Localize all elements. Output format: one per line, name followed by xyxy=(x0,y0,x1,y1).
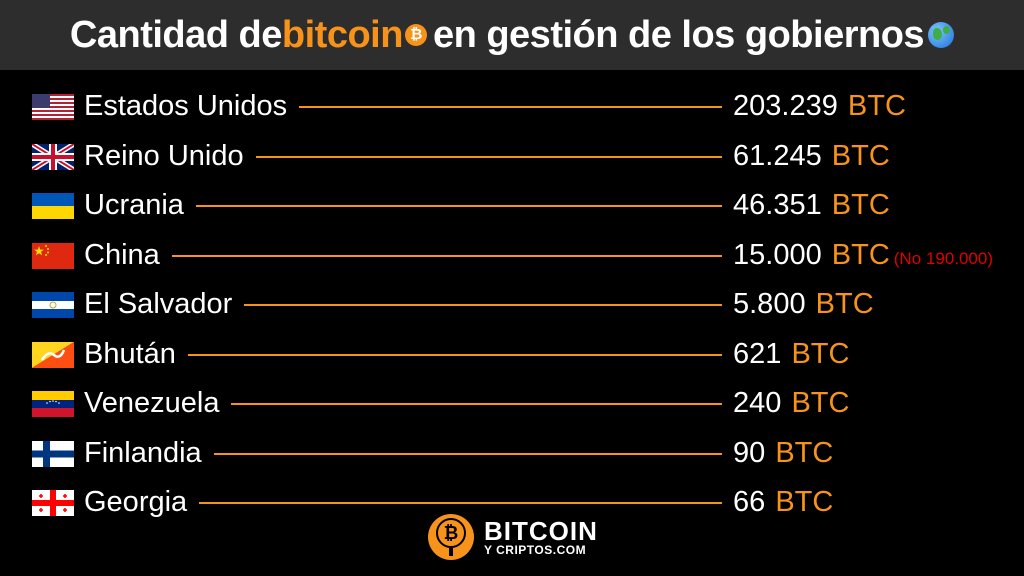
bitcoin-coin-icon: ₿ xyxy=(404,24,427,46)
leader-line xyxy=(244,304,722,306)
value-number: 5.800 xyxy=(733,288,806,320)
btc-value: 46.351 BTC xyxy=(733,187,890,223)
value-unit: BTC xyxy=(775,486,834,518)
value-number: 15.000 xyxy=(733,238,822,271)
table-row: Bhután 621 BTC xyxy=(0,334,1024,374)
value-number: 66 xyxy=(733,486,766,518)
el-salvador-flag-icon xyxy=(32,292,74,318)
leader-line xyxy=(231,403,722,405)
page-title: Cantidad de bitcoin ₿ en gestión de los … xyxy=(0,0,1024,70)
china-flag-icon xyxy=(32,242,74,269)
value-note: (No 190.000) xyxy=(893,248,993,268)
us-flag-icon xyxy=(32,94,74,120)
value-number: 621 xyxy=(733,337,782,370)
value-number: 90 xyxy=(733,436,766,469)
table-row: Estados Unidos 203.239 BTC xyxy=(0,86,1024,126)
brand-logo: ₿ BITCOIN Y CRIPTOS.COM xyxy=(428,514,598,560)
value-unit: BTC xyxy=(831,238,890,271)
btc-value: 61.245 BTC xyxy=(733,138,890,174)
value-unit: BTC xyxy=(831,139,890,172)
table-row: Reino Unido 61.245 BTC xyxy=(0,136,1024,176)
table-row: Ucrania 46.351 BTC xyxy=(0,185,1024,225)
btc-value: 66 BTC xyxy=(733,484,833,520)
btc-value: 90 BTC xyxy=(733,435,833,471)
leader-line xyxy=(299,106,722,108)
table-row: El Salvador 5.800 BTC xyxy=(0,284,1024,324)
btc-value: 15.000 BTC (No 190.000) xyxy=(733,237,993,277)
country-name: Venezuela xyxy=(84,387,220,419)
table-row: Venezuela 240 BTC xyxy=(0,383,1024,423)
value-number: 46.351 xyxy=(733,189,822,221)
country-name: Finlandia xyxy=(84,436,202,469)
leader-line xyxy=(199,502,722,504)
finland-flag-icon xyxy=(32,440,74,467)
leader-line xyxy=(188,353,722,356)
country-name: Georgia xyxy=(84,486,188,518)
microphone-bitcoin-icon: ₿ xyxy=(428,514,474,560)
value-unit: BTC xyxy=(831,189,890,221)
btc-value: 5.800 BTC xyxy=(733,286,874,322)
value-unit: BTC xyxy=(815,288,874,320)
leader-line xyxy=(196,205,722,207)
leader-line xyxy=(256,155,722,158)
value-unit: BTC xyxy=(847,90,906,122)
leader-line xyxy=(214,452,722,455)
leader-line xyxy=(172,254,722,257)
value-unit: BTC xyxy=(791,337,850,370)
georgia-flag-icon xyxy=(32,490,74,516)
value-unit: BTC xyxy=(791,387,850,419)
globe-icon xyxy=(928,22,955,48)
title-highlight: bitcoin xyxy=(281,13,404,56)
value-number: 203.239 xyxy=(733,90,838,122)
venezuela-flag-icon xyxy=(32,391,74,417)
country-name: Ucrania xyxy=(84,189,184,221)
country-name: Bhután xyxy=(84,337,176,370)
bhutan-flag-icon xyxy=(32,341,74,368)
country-name: Estados Unidos xyxy=(84,90,288,122)
title-part1: Cantidad de xyxy=(69,13,282,56)
value-unit: BTC xyxy=(775,436,834,469)
btc-value: 621 BTC xyxy=(733,336,849,372)
ukraine-flag-icon xyxy=(32,193,74,219)
country-name: China xyxy=(84,238,160,271)
table-row: China 15.000 BTC (No 190.000) xyxy=(0,235,1024,275)
country-name: Reino Unido xyxy=(84,139,244,172)
btc-value: 240 BTC xyxy=(733,385,849,421)
value-number: 240 xyxy=(733,387,782,419)
country-name: El Salvador xyxy=(84,288,233,320)
table-row: Finlandia 90 BTC xyxy=(0,433,1024,473)
uk-flag-icon xyxy=(32,143,74,170)
btc-value: 203.239 BTC xyxy=(733,88,906,124)
brand-line2: Y CRIPTOS.COM xyxy=(484,543,587,557)
brand-line1: BITCOIN xyxy=(484,516,598,546)
title-part2: en gestión de los gobiernos xyxy=(432,13,925,56)
table-row: Georgia 66 BTC xyxy=(0,482,1024,522)
value-number: 61.245 xyxy=(733,139,822,172)
